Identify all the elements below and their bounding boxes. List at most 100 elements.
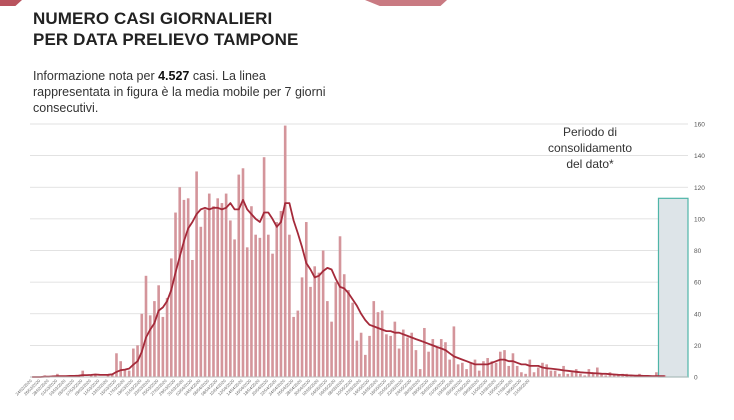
bar-92 — [418, 369, 422, 377]
bar-49 — [237, 174, 241, 377]
bar-31 — [161, 316, 165, 377]
bar-29 — [153, 301, 156, 377]
bar-61 — [288, 234, 291, 377]
subtitle-suffix: casi. La linea rappresentata in figura è… — [33, 69, 326, 115]
bar-28 — [148, 315, 152, 377]
bar-131 — [583, 375, 586, 377]
bar-103 — [465, 369, 468, 377]
bar-80 — [368, 335, 371, 377]
header-decoration-right — [365, 0, 447, 6]
bar-34 — [174, 212, 177, 377]
bar-40 — [199, 226, 203, 377]
bar-41 — [203, 209, 207, 377]
bar-18 — [106, 375, 110, 377]
consolidation-note-line1: Periodo di — [562, 125, 618, 139]
bar-85 — [389, 335, 392, 377]
consolidation-period-box — [657, 197, 689, 378]
subtitle-prefix: Informazione nota per — [33, 69, 159, 83]
bar-56 — [267, 234, 270, 377]
bar-83 — [380, 310, 384, 377]
bar-122 — [545, 364, 549, 377]
bar-67 — [313, 266, 317, 377]
chart-title: NUMERO CASI GIORNALIERI PER DATA PRELIEV… — [33, 8, 298, 50]
bar-126 — [562, 365, 565, 377]
y-tick-label-0: 0 — [694, 375, 698, 382]
bar-88 — [401, 329, 405, 377]
bar-65 — [304, 222, 308, 377]
bar-70 — [326, 301, 329, 377]
bar-86 — [393, 321, 397, 377]
moving-average-line — [32, 198, 665, 378]
y-tick-label-80: 80 — [694, 248, 702, 255]
bar-87 — [397, 348, 401, 377]
bar-48 — [233, 239, 236, 377]
bar-60 — [283, 125, 287, 377]
bar-105 — [473, 359, 477, 377]
bar-139 — [617, 375, 620, 377]
bar-47 — [229, 220, 232, 377]
bar-73 — [338, 236, 342, 377]
bar-27 — [144, 275, 148, 377]
bar-26 — [140, 313, 144, 377]
bar-90 — [410, 332, 414, 377]
bar-81 — [372, 301, 376, 377]
bar-24 — [132, 348, 135, 377]
bar-113 — [507, 365, 511, 377]
bar-101 — [456, 364, 460, 377]
bar-108 — [486, 358, 489, 377]
bar-42 — [207, 193, 211, 377]
y-tick-label-160: 160 — [694, 122, 705, 129]
bar-50 — [241, 168, 245, 377]
bar-104 — [469, 362, 473, 377]
bar-97 — [439, 339, 443, 377]
bar-93 — [423, 327, 426, 377]
bar-20 — [115, 353, 118, 377]
bar-76 — [351, 302, 354, 377]
bar-30 — [157, 285, 160, 377]
bar-98 — [444, 342, 447, 377]
bar-63 — [296, 310, 300, 377]
bar-51 — [245, 247, 249, 377]
bar-128 — [570, 372, 574, 377]
y-tick-label-60: 60 — [694, 280, 702, 287]
bar-57 — [271, 253, 274, 377]
bar-55 — [262, 157, 266, 377]
bar-33 — [169, 258, 173, 377]
bar-79 — [364, 354, 367, 377]
bar-46 — [224, 193, 228, 377]
bar-19 — [110, 373, 114, 377]
y-tick-label-100: 100 — [694, 216, 705, 223]
bar-95 — [431, 339, 435, 377]
bar-127 — [566, 373, 570, 377]
bar-124 — [553, 370, 557, 377]
bar-69 — [321, 250, 325, 377]
bar-44 — [216, 198, 220, 377]
bar-59 — [279, 210, 283, 377]
bar-77 — [355, 340, 359, 377]
bar-75 — [347, 290, 350, 377]
bar-72 — [334, 282, 338, 377]
bar-71 — [330, 321, 333, 377]
bar-39 — [195, 171, 198, 377]
bar-107 — [482, 361, 485, 377]
chart-subtitle: Informazione nota per 4.527 casi. La lin… — [33, 68, 333, 116]
consolidation-note-line3: del dato* — [566, 157, 614, 171]
subtitle-total-cases: 4.527 — [158, 69, 190, 83]
bar-109 — [490, 361, 494, 377]
y-tick-label-120: 120 — [694, 185, 705, 192]
bar-150 — [663, 375, 667, 377]
bar-114 — [511, 353, 515, 377]
bar-23 — [127, 370, 131, 377]
bar-38 — [191, 259, 194, 377]
bar-89 — [406, 337, 409, 377]
bar-118 — [528, 359, 532, 377]
y-tick-label-40: 40 — [694, 311, 702, 318]
bar-99 — [448, 359, 451, 377]
bar-15 — [94, 373, 97, 377]
bar-53 — [254, 234, 257, 377]
bar-120 — [536, 367, 540, 377]
bar-54 — [258, 237, 262, 377]
bar-110 — [494, 362, 498, 377]
bar-123 — [549, 370, 553, 377]
